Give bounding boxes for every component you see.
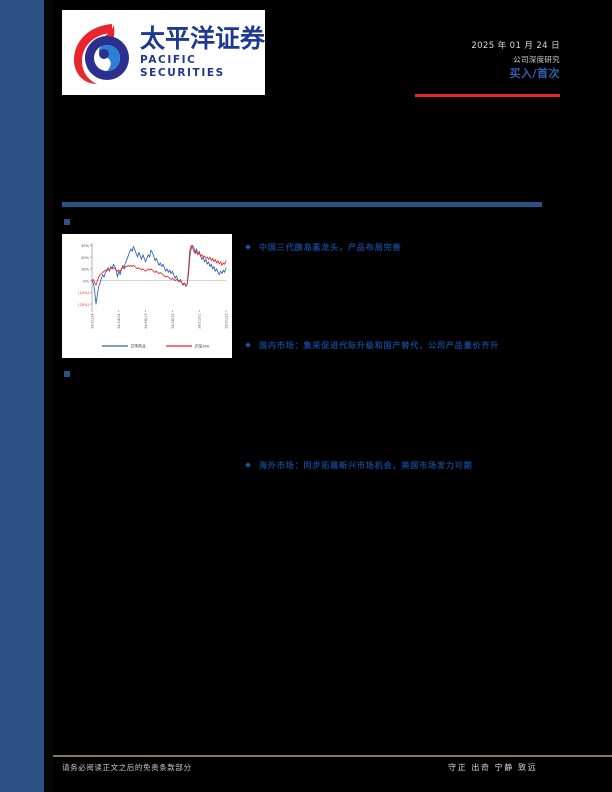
left-sidebar <box>0 0 44 792</box>
bullet-item-2: 国内市场：集采促进代际升级和国产替代，公司产品量价齐升 <box>245 339 500 351</box>
footer-divider-rule <box>53 755 612 757</box>
footer-slogan: 守正 出奇 宁静 致远 <box>448 763 538 772</box>
relative-performance-chart: 30% 20% 10% 0% (10%) (20%) 24/01/24 24/04/04 24/… <box>62 234 232 358</box>
bullet-label-2: 国内市场：集采促进代际升级和国产替代，公司产品量价齐升 <box>259 340 500 350</box>
svg-text:24/08/23: 24/08/23 <box>171 314 175 329</box>
report-type: 公司深度研究 <box>513 55 560 64</box>
chart-canvas: 30% 20% 10% 0% (10%) (20%) 24/01/24 24/04/04 24/… <box>62 234 232 358</box>
page-body <box>53 0 612 792</box>
svg-text:甘李药业: 甘李药业 <box>131 344 146 349</box>
svg-text:30%: 30% <box>81 244 90 248</box>
report-header-meta: 2025 年 01 月 24 日 公司深度研究 买入/首次 <box>300 40 560 82</box>
logo-english-name: PACIFIC SECURITIES <box>140 54 225 79</box>
logo-wordmark: 太平洋证券 PACIFIC SECURITIES <box>140 25 265 80</box>
svg-text:(10%): (10%) <box>78 291 89 295</box>
svg-text:0%: 0% <box>83 279 89 283</box>
sidebar-dark-strip <box>44 0 53 792</box>
bullet-item-3: 海外市场：同步拓展新兴市场机会，美国市场发力可期 <box>245 459 473 471</box>
svg-text:24/06/13: 24/06/13 <box>144 314 148 329</box>
svg-text:25/01/23: 25/01/23 <box>224 314 228 329</box>
diamond-bullet-icon <box>245 342 251 348</box>
section-square-marker-1 <box>64 219 70 225</box>
logo-chinese-name: 太平洋证券 <box>140 24 266 53</box>
svg-text:10%: 10% <box>81 268 90 272</box>
svg-text:沪深300: 沪深300 <box>195 344 210 349</box>
rating-underline-rule <box>415 94 560 97</box>
diamond-bullet-icon <box>245 462 251 468</box>
section-square-marker-2 <box>64 371 70 377</box>
diamond-bullet-icon <box>245 244 251 250</box>
svg-text:24/04/04: 24/04/04 <box>117 314 121 329</box>
bullet-item-1: 中国三代胰岛素龙头，产品布局完善 <box>245 241 402 253</box>
pacific-securities-logomark-icon <box>68 18 138 88</box>
svg-text:(20%): (20%) <box>78 303 89 307</box>
section-divider-bar <box>62 202 542 207</box>
footer-disclaimer: 请务必阅读正文之后的免责条款部分 <box>62 763 192 772</box>
investment-rating: 买入/首次 <box>509 67 560 80</box>
report-date: 2025 年 01 月 24 日 <box>471 41 560 51</box>
svg-text:24/01/24: 24/01/24 <box>90 314 94 329</box>
bullet-label-3: 海外市场：同步拓展新兴市场机会，美国市场发力可期 <box>259 460 473 470</box>
svg-text:20%: 20% <box>81 256 90 260</box>
company-logo: 太平洋证券 PACIFIC SECURITIES <box>62 10 265 95</box>
svg-text:24/11/01: 24/11/01 <box>198 314 202 329</box>
bullet-label-1: 中国三代胰岛素龙头，产品布局完善 <box>259 242 402 252</box>
